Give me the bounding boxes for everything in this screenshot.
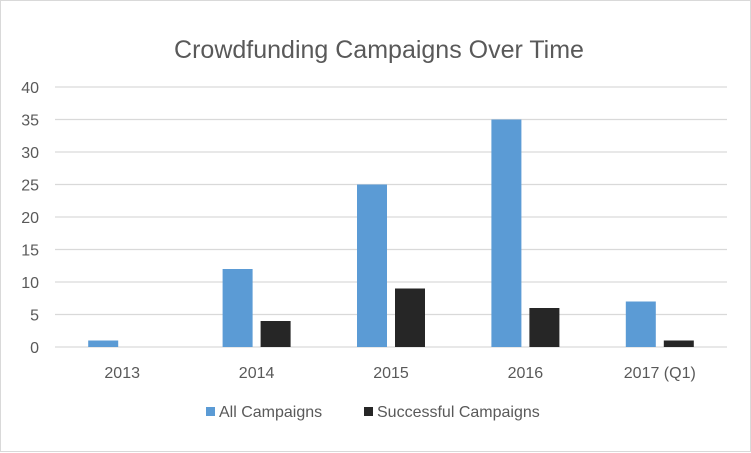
x-tick-label: 2016 xyxy=(508,365,544,382)
y-tick-label: 40 xyxy=(21,80,39,97)
y-tick-label: 25 xyxy=(21,178,39,195)
x-tick-label: 2017 (Q1) xyxy=(624,365,696,382)
x-tick-label: 2015 xyxy=(373,365,409,382)
bar-all-campaigns xyxy=(357,184,387,347)
legend-swatch xyxy=(206,407,215,416)
legend-label: Successful Campaigns xyxy=(377,404,540,421)
y-tick-label: 0 xyxy=(30,340,39,357)
bar-successful-campaigns xyxy=(395,288,425,347)
x-tick-label: 2013 xyxy=(104,365,140,382)
bar-successful-campaigns xyxy=(529,308,560,347)
legend-label: All Campaigns xyxy=(219,404,322,421)
bar-all-campaigns xyxy=(491,119,522,347)
bar-all-campaigns xyxy=(625,301,656,347)
y-tick-label: 5 xyxy=(30,308,39,325)
bar-all-campaigns xyxy=(222,269,253,347)
y-tick-label: 10 xyxy=(21,275,39,292)
x-tick-label: 2014 xyxy=(239,365,275,382)
chart-title: Crowdfunding Campaigns Over Time xyxy=(174,36,584,64)
y-tick-label: 30 xyxy=(21,145,39,162)
legend-swatch xyxy=(364,407,373,416)
bar-successful-campaigns xyxy=(260,321,291,347)
bar-all-campaigns xyxy=(88,340,119,347)
y-tick-label: 20 xyxy=(21,210,39,227)
bar-successful-campaigns xyxy=(663,340,694,347)
y-tick-label: 35 xyxy=(21,113,39,130)
y-tick-label: 15 xyxy=(21,243,39,260)
